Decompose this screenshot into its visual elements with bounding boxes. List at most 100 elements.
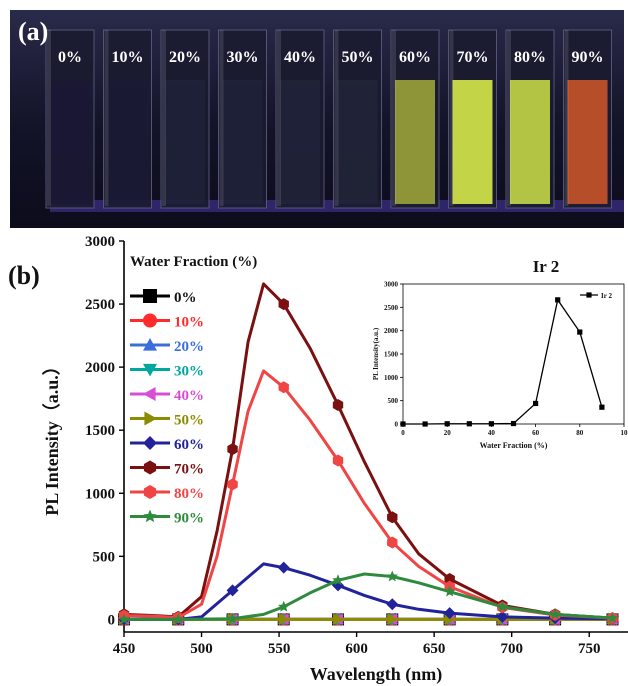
vials-photo: 0% 10% 20% 30% 40% 50% 60% 70% 80% 90% (a) [10,10,624,228]
inset-data-point [511,421,516,426]
inset-x-tick-label: 80 [576,429,584,437]
data-point [387,571,398,582]
inset-x-tick-label: 40 [488,429,496,437]
inset-series-line [403,300,602,424]
x-tick-label: 500 [190,641,213,657]
inset-frame [403,284,624,424]
vial-label: 90% [572,49,604,66]
panel-a-label: (a) [18,17,48,46]
vial-label: 60% [399,49,431,66]
y-tick-label: 2500 [85,297,115,313]
y-tick-label: 0 [108,612,116,628]
vial-3-highlight [220,30,224,206]
legend-label: 10% [174,315,204,331]
vial-2-highlight [162,30,166,206]
y-axis-title: PL Intensity（a.u.） [42,357,62,516]
inset-data-point [599,405,604,410]
vial-label: 10% [112,49,144,66]
vial-label: 0% [58,49,82,66]
legend-title: Water Fraction (%) [130,254,257,270]
legend-label: 30% [174,364,204,380]
inset-y-tick-label: 0 [395,421,399,429]
vial-5-liquid [338,80,378,204]
vial-2-liquid [165,80,205,204]
inset-data-point [489,421,494,426]
y-tick-label: 3000 [85,234,115,250]
vial-0-liquid [50,80,90,204]
vial-6-highlight [392,30,396,206]
inset-x-tick-label: 10 [621,429,628,437]
data-point [278,562,290,574]
data-point [227,443,237,455]
inset-x-tick-label: 20 [444,429,452,437]
vial-label: 70% [457,49,489,66]
inset-y-tick-label: 2000 [384,327,399,335]
vial-1-highlight [105,30,109,206]
vial-8-highlight [507,30,511,206]
vial-8-liquid [510,80,550,204]
legend-label: 60% [174,437,204,453]
inset-data-point [577,329,582,334]
inset-data-point [400,421,405,426]
y-tick-label: 1500 [85,423,115,439]
vial-7-liquid [453,80,493,204]
legend-swatch-marker [143,314,157,328]
inset-legend-marker [586,292,591,297]
x-tick-label: 600 [345,641,368,657]
vial-1-liquid [108,80,148,204]
x-tick-label: 450 [113,641,136,657]
y-tick-label: 1000 [85,486,115,502]
legend-swatch-marker [144,485,156,499]
legend-swatch-marker [144,412,157,426]
vial-label: 40% [284,49,316,66]
inset-data-point [423,421,428,426]
inset-data-point [555,297,560,302]
vial-3-liquid [223,80,263,204]
data-point [386,598,398,610]
y-tick-label: 2000 [85,360,115,376]
legend-label: 70% [174,462,204,478]
pl-spectra-chart: (b) 450 500 550 600 650 700 750050010001500200… [0,228,628,686]
vial-4-highlight [277,30,281,206]
inset-x-axis-title: Water Fraction (%) [480,441,548,450]
inset-y-tick-label: 1000 [384,374,399,382]
inset-legend-label: Ir 2 [601,292,612,300]
inset-y-tick-label: 3000 [384,281,399,289]
inset-data-point [467,421,472,426]
inset-title: Ir 2 [533,257,560,276]
vial-9-highlight [565,30,569,206]
data-point [278,601,289,612]
legend-label: 90% [174,511,204,527]
x-axis-title: Wavelength (nm) [310,664,443,685]
legend-label: 40% [174,388,204,404]
x-tick-label: 550 [268,641,291,657]
inset-x-tick-label: 60 [532,429,540,437]
legend-label: 50% [174,413,204,429]
inset-y-axis-title: PL Intensity(a.u.) [372,327,380,380]
legend-swatch-marker [144,461,156,475]
legend-label: 0% [174,290,197,306]
legend-label: 80% [174,486,204,502]
legend-label: 20% [174,339,204,355]
inset-data-point [533,401,538,406]
legend-swatch-marker [143,289,157,303]
legend-swatch-marker [143,436,157,450]
legend-swatch-marker [143,510,156,523]
x-tick-label: 650 [423,641,446,657]
inset-y-tick-label: 1500 [384,351,399,359]
vial-label: 30% [227,49,259,66]
series-60% [118,562,618,626]
legend-swatch-marker [143,387,156,401]
x-tick-label: 750 [578,641,601,657]
vial-label: 80% [514,49,546,66]
vial-5-highlight [335,30,339,206]
y-tick-label: 500 [93,549,116,565]
legend: Water Fraction (%) 0% 10% 20% 30% 40% 50% 60% 70… [130,254,257,527]
x-tick-label: 700 [500,641,523,657]
vial-label: 50% [342,49,374,66]
vial-6-liquid [395,80,435,204]
panel-b-label: (b) [8,261,40,290]
vial-label: 20% [169,49,201,66]
inset-y-tick-label: 2500 [384,304,399,312]
vial-7-highlight [450,30,454,206]
